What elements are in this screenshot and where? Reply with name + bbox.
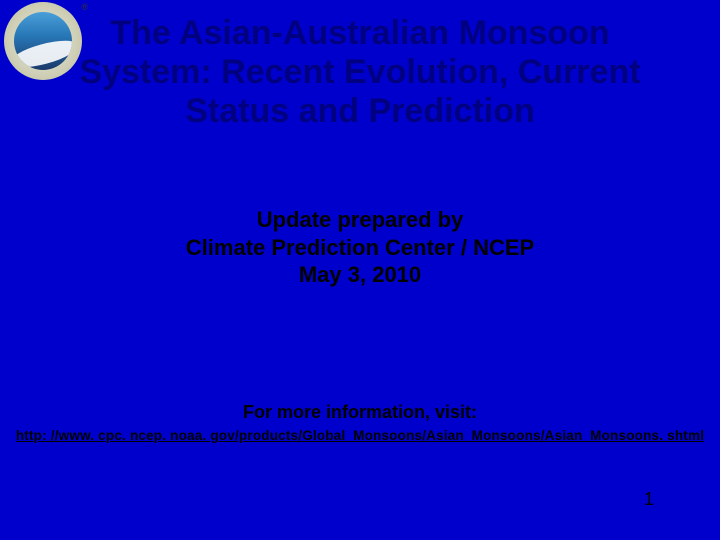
page-number: 1 bbox=[644, 489, 654, 510]
info-url[interactable]: http: //www. cpc. ncep. noaa. gov/produc… bbox=[0, 428, 720, 443]
slide: ® The Asian-Australian Monsoon System: R… bbox=[0, 0, 720, 540]
registered-mark: ® bbox=[81, 2, 88, 12]
subtitle-line-3: May 3, 2010 bbox=[0, 261, 720, 289]
subtitle-line-1: Update prepared by bbox=[0, 206, 720, 234]
slide-subtitle: Update prepared by Climate Prediction Ce… bbox=[0, 206, 720, 289]
more-info-label: For more information, visit: bbox=[0, 402, 720, 423]
subtitle-line-2: Climate Prediction Center / NCEP bbox=[0, 234, 720, 262]
slide-title: The Asian-Australian Monsoon System: Rec… bbox=[0, 14, 720, 131]
